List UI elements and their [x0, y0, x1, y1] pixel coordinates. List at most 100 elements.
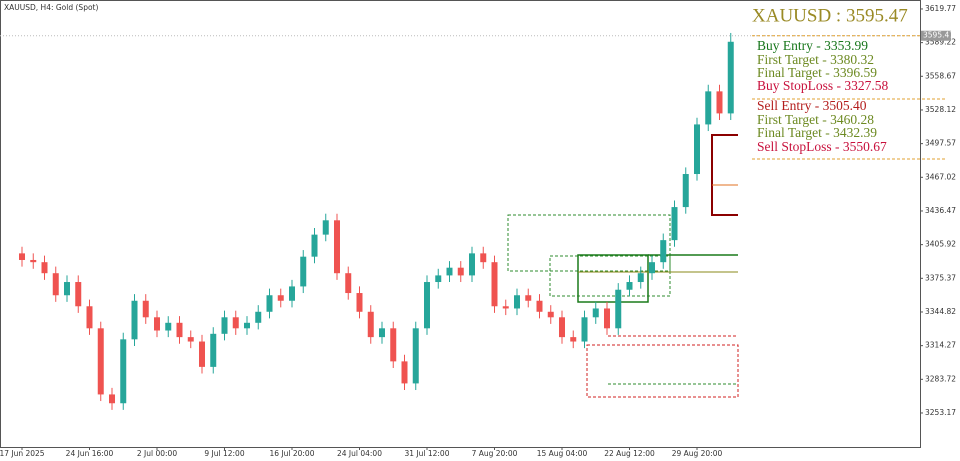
y-tick-label: 3497.57	[925, 139, 956, 148]
signal-text: Sell Entry - 3505.40	[757, 98, 867, 113]
candle-body	[536, 300, 543, 312]
last-price-tag	[921, 30, 951, 41]
x-tick-label: 24 Jun 16:00	[66, 449, 114, 458]
y-tick-label: 3253.17	[925, 408, 956, 417]
candle-body	[401, 361, 408, 384]
candle-body	[367, 311, 374, 338]
candle-body	[671, 207, 678, 241]
x-tick-label: 22 Aug 12:00	[604, 449, 655, 458]
candle-body	[604, 308, 610, 329]
signal-text: First Target - 3380.32	[757, 52, 874, 67]
candle-body	[120, 339, 127, 404]
signal-text: Buy StopLoss - 3327.58	[757, 78, 889, 93]
candle-body	[322, 220, 329, 235]
candle-body	[356, 293, 363, 312]
candle-body	[232, 317, 239, 329]
y-tick-label: 3283.72	[925, 374, 956, 383]
candle-body	[86, 306, 93, 329]
candle-body	[199, 341, 205, 367]
signal-text: Sell StopLoss - 3550.67	[757, 139, 887, 154]
zone-box	[586, 344, 739, 398]
chart-title: XAUUSD : 3595.47	[752, 5, 908, 26]
x-tick-label: 7 Aug 20:00	[472, 449, 518, 458]
candle-body	[30, 259, 37, 263]
candle-body	[570, 337, 577, 342]
overlay-zones	[507, 98, 945, 398]
candle-body	[727, 41, 734, 114]
candle-body	[446, 267, 453, 276]
candle-body	[637, 273, 644, 283]
x-tick-label: 9 Jul 12:00	[204, 449, 244, 458]
x-tick-label: 15 Aug 04:00	[537, 449, 588, 458]
candle-body	[379, 328, 385, 338]
candle-body	[165, 322, 172, 331]
candle-body	[525, 295, 532, 301]
zone-box	[507, 214, 671, 272]
x-tick-label: 29 Aug 20:00	[672, 449, 723, 458]
candle-body	[502, 306, 509, 309]
candle-body	[210, 333, 217, 367]
candle-body	[187, 337, 194, 342]
candle-body	[266, 295, 273, 312]
candle-body	[289, 286, 295, 301]
candle-body	[491, 262, 498, 307]
y-tick-label: 3589.22	[925, 38, 956, 47]
candle-body	[154, 317, 160, 331]
candle-body	[682, 174, 689, 208]
candle-body	[615, 289, 622, 329]
candle-body	[592, 308, 599, 318]
y-tick-label: 3405.92	[925, 240, 956, 249]
candle-body	[547, 311, 554, 318]
candle-body	[412, 328, 419, 384]
candle-body	[581, 317, 588, 342]
chart-label: XAUUSD, H4: Gold (Spot)	[4, 3, 98, 12]
candle-body	[694, 124, 700, 175]
x-tick-label: 2 Jul 00:00	[137, 449, 177, 458]
y-tick-label: 3375.37	[925, 273, 956, 282]
signal-text: Buy Entry - 3353.99	[757, 38, 868, 53]
candle-body	[300, 256, 307, 287]
signal-text: First Target - 3460.28	[757, 112, 874, 127]
candle-body	[649, 262, 655, 274]
candle-body	[716, 91, 723, 114]
candle-body	[97, 328, 104, 395]
y-tick-label: 3344.82	[925, 307, 956, 316]
candle-body	[277, 295, 284, 301]
x-tick-label: 24 Jul 04:00	[337, 449, 382, 458]
candle-body	[626, 282, 633, 290]
candle-body	[334, 220, 340, 274]
y-tick-label: 3558.67	[925, 71, 956, 80]
candle-body	[221, 317, 228, 334]
candle-body	[64, 282, 70, 296]
x-tick-label: 17 Jun 2025	[0, 449, 45, 458]
x-tick-label: 31 Jul 12:00	[405, 449, 450, 458]
candle-body	[142, 300, 149, 318]
zone-box	[577, 254, 649, 303]
candle-body	[705, 91, 712, 125]
signal-text: Final Target - 3396.59	[757, 65, 877, 80]
candle-body	[19, 253, 25, 260]
plot-frame	[0, 0, 921, 448]
candle-body	[244, 322, 250, 329]
zone-box	[549, 255, 671, 297]
candle-body	[131, 300, 138, 340]
candle-body	[469, 253, 475, 276]
last-price-label: 3595.47	[923, 31, 954, 40]
x-tick-label: 16 Jul 20:00	[270, 449, 315, 458]
candle-body	[390, 328, 397, 362]
y-tick-label: 3314.27	[925, 341, 956, 350]
candle-body	[345, 273, 352, 294]
candle-body	[435, 275, 442, 283]
candle-body	[514, 295, 520, 309]
y-tick-label: 3619.77	[925, 4, 956, 13]
candle-body	[480, 253, 487, 263]
candle-body	[255, 311, 262, 323]
candle-body	[660, 240, 667, 263]
candle-body	[52, 273, 59, 296]
candle-body	[109, 394, 115, 404]
signal-text: Final Target - 3432.39	[757, 125, 877, 140]
candle-body	[176, 322, 183, 338]
candle-body	[457, 267, 464, 276]
